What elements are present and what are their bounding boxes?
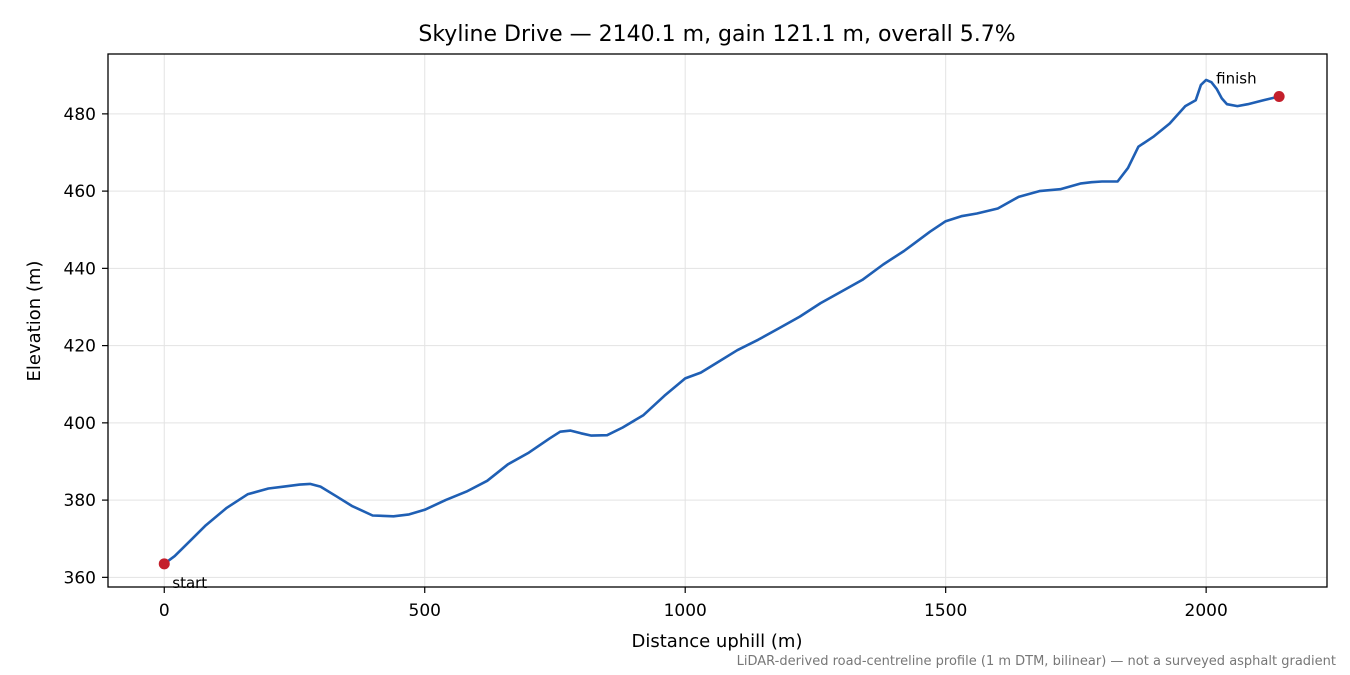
x-tick-label: 500 <box>409 601 441 621</box>
x-tick-label: 1500 <box>924 601 967 621</box>
start-label: start <box>172 574 207 592</box>
y-axis-ticks: 360 380 400 420 440 460 480 <box>64 105 108 588</box>
y-axis-label: Elevation (m) <box>24 261 45 382</box>
x-tick-label: 2000 <box>1185 601 1228 621</box>
y-tick-label: 420 <box>64 337 96 357</box>
marker-group: start finish <box>158 69 1285 592</box>
y-tick-label: 460 <box>64 182 96 202</box>
x-axis-label: Distance uphill (m) <box>632 631 803 652</box>
footnote: LiDAR-derived road-centreline profile (1… <box>737 654 1336 669</box>
y-tick-label: 480 <box>64 105 96 125</box>
start-marker <box>158 558 170 570</box>
plot-frame <box>107 53 1328 588</box>
grid-lines <box>108 54 1327 587</box>
finish-label: finish <box>1216 69 1256 87</box>
finish-marker <box>1273 90 1285 102</box>
x-tick-label: 1000 <box>664 601 707 621</box>
x-tick-label: 0 <box>159 601 170 621</box>
y-tick-label: 440 <box>64 259 96 279</box>
x-axis-ticks: 0 500 1000 1500 2000 <box>159 587 1228 621</box>
y-tick-label: 380 <box>64 491 96 511</box>
elevation-line <box>163 78 1281 566</box>
series-group <box>163 78 1281 566</box>
y-tick-label: 360 <box>64 568 96 588</box>
y-tick-label: 400 <box>64 414 96 434</box>
chart-title: Skyline Drive — 2140.1 m, gain 121.1 m, … <box>418 22 1015 47</box>
